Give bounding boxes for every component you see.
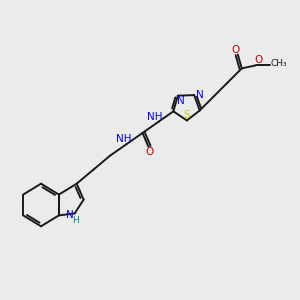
Text: O: O xyxy=(146,147,154,157)
Text: H: H xyxy=(72,216,79,225)
Text: O: O xyxy=(232,45,240,55)
Text: N: N xyxy=(177,96,185,106)
Text: NH: NH xyxy=(147,112,163,122)
Text: N: N xyxy=(66,210,74,220)
Text: N: N xyxy=(196,90,204,100)
Text: S: S xyxy=(184,110,190,119)
Text: O: O xyxy=(254,56,263,65)
Text: NH: NH xyxy=(116,134,131,144)
Text: CH₃: CH₃ xyxy=(270,59,287,68)
